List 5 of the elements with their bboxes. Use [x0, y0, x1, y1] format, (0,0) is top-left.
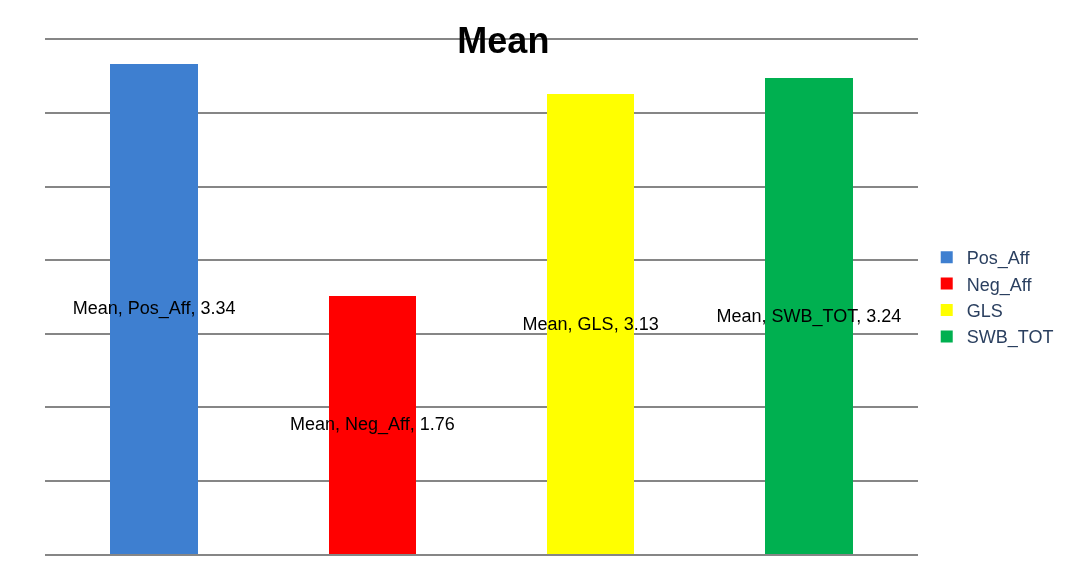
- chart-title: Mean: [457, 20, 550, 62]
- legend-label: GLS: [966, 301, 1003, 322]
- legend-label: Pos_Aff: [966, 248, 1031, 270]
- legend-label: Neg_Aff: [966, 274, 1033, 296]
- legend-label: SWB_TOT: [966, 327, 1054, 349]
